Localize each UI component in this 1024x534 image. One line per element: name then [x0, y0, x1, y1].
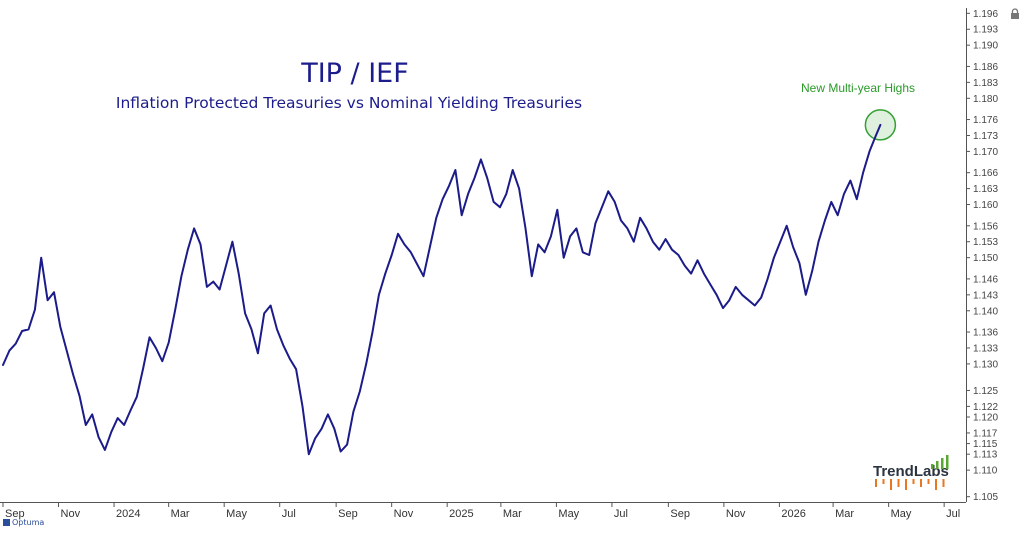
logo-dot [897, 479, 900, 487]
x-tick-label: 2024 [116, 508, 140, 520]
y-tick-label: 1.133 [973, 343, 998, 354]
y-tick-label: 1.183 [973, 78, 998, 89]
y-tick-label: 1.130 [973, 359, 998, 370]
x-tick-label: May [558, 508, 579, 520]
y-tick-label: 1.143 [973, 290, 998, 301]
y-tick-label: 1.196 [973, 9, 998, 20]
y-tick-label: 1.153 [973, 237, 998, 248]
y-axis-ticks: 1.196 1.193 1.190 1.186 1.183 1.180 1.176 1.173… [966, 9, 998, 503]
y-tick-label: 1.160 [973, 200, 998, 211]
x-tick-label: Mar [835, 508, 854, 520]
chart-subtitle: Inflation Protected Treasuries vs Nomina… [116, 94, 582, 112]
x-tick-label: Mar [171, 508, 190, 520]
y-tick-label: 1.115 [973, 439, 998, 450]
optuma-brand: Optuma [3, 518, 44, 527]
logo-dot [942, 479, 945, 487]
x-tick-label: Mar [503, 508, 522, 520]
x-tick-label: Jul [614, 508, 628, 520]
logo-bar [931, 464, 934, 469]
x-tick-label: Sep [338, 508, 358, 520]
y-tick-label: 1.113 [973, 450, 998, 461]
x-tick-label: Jul [946, 508, 960, 520]
trendlabs-logo: TrendLabs [873, 455, 949, 490]
y-tick-label: 1.193 [973, 25, 998, 36]
x-tick-label: Sep [5, 508, 25, 520]
y-tick-label: 1.105 [973, 492, 998, 503]
y-tick-label: 1.180 [973, 94, 998, 105]
y-tick-label: 1.125 [973, 386, 998, 397]
y-tick-label: 1.163 [973, 184, 998, 195]
x-tick-label: Nov [726, 508, 746, 520]
y-tick-label: 1.156 [973, 221, 998, 232]
y-tick-label: 1.186 [973, 62, 998, 73]
y-tick-label: 1.140 [973, 306, 998, 317]
y-tick-label: 1.176 [973, 115, 998, 126]
y-tick-label: 1.150 [973, 253, 998, 264]
x-tick-label: Sep [670, 508, 690, 520]
x-axis-ticks: Sep Nov 2024 Mar May Jul Sep Nov 2025 Mar May Jul Se… [2, 502, 960, 520]
logo-dot [882, 479, 885, 484]
x-tick-label: 2025 [449, 508, 473, 520]
y-tick-label: 1.136 [973, 328, 998, 339]
logo-dot [935, 479, 937, 490]
logo-bars [931, 455, 949, 469]
y-tick-label: 1.173 [973, 131, 998, 142]
logo-bar [941, 458, 944, 469]
lock-icon[interactable] [1011, 8, 1019, 19]
logo-dots [875, 479, 945, 490]
x-tick-label: May [226, 508, 247, 520]
logo-dot [912, 479, 915, 484]
logo-dot [920, 479, 922, 487]
y-tick-label: 1.120 [973, 413, 998, 424]
logo-bar [936, 461, 939, 469]
x-tick-label: May [891, 508, 912, 520]
x-tick-label: Nov [61, 508, 81, 520]
x-tick-label: Jul [282, 508, 296, 520]
y-tick-label: 1.110 [973, 466, 998, 477]
logo-dot [905, 479, 907, 490]
logo-dot [890, 479, 892, 490]
y-tick-label: 1.166 [973, 168, 998, 179]
x-tick-label: Nov [394, 508, 414, 520]
y-tick-label: 1.122 [973, 402, 998, 413]
logo-dot [875, 479, 877, 487]
y-tick-label: 1.190 [973, 41, 998, 52]
series-line [2, 123, 882, 456]
chart-title: TIP / IEF [300, 58, 409, 89]
optuma-logo-icon [3, 519, 10, 526]
optuma-brand-text: Optuma [12, 518, 45, 527]
y-tick-label: 1.170 [973, 147, 998, 158]
trendlabs-logo-text: TrendLabs [873, 463, 949, 480]
y-tick-label: 1.146 [973, 274, 998, 285]
logo-dot [927, 479, 930, 484]
logo-bar [946, 455, 949, 469]
x-tick-label: 2026 [781, 508, 805, 520]
annotation-label: New Multi-year Highs [801, 81, 915, 95]
y-tick-label: 1.117 [973, 428, 998, 439]
